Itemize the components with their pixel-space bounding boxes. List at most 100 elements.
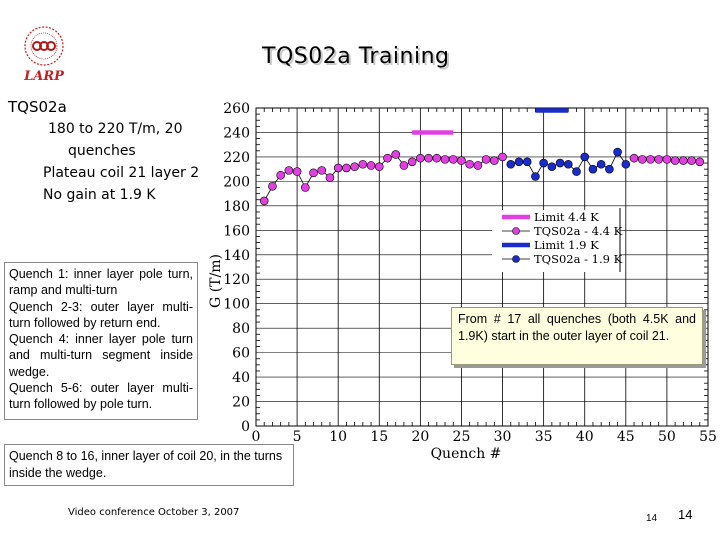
x-tick-label: 55 [699, 429, 717, 445]
quench-note: Quench 4: inner layer pole turn and mult… [9, 332, 193, 379]
x-tick-label: 15 [370, 429, 388, 445]
summary-heading: TQS02a [8, 98, 67, 116]
x-tick-label: 35 [535, 429, 553, 445]
data-point [399, 161, 409, 170]
data-point [539, 158, 548, 168]
data-point [621, 159, 631, 169]
training-chart: 0 5 10 15 20 25 30 35 40 45 50 55 0 20 40 60 80 100 120 140… [208, 101, 717, 462]
x-tick-label: 25 [453, 429, 471, 445]
data-point [268, 181, 277, 191]
x-axis-label: Quench # [431, 446, 502, 462]
page-number: 14 [678, 507, 693, 522]
data-point [259, 196, 269, 206]
data-point [687, 156, 696, 165]
footer-text: Video conference October 3, 2007 [68, 507, 240, 518]
data-point [637, 155, 647, 164]
data-point [555, 158, 565, 168]
data-point [646, 155, 655, 164]
quench-note: Quench 1: inner layer pole turn, ramp an… [9, 267, 193, 298]
y-axis-label: G (T/m) [208, 254, 224, 308]
x-tick-label: 30 [494, 429, 512, 445]
data-point [563, 159, 573, 169]
x-tick-label: 0 [252, 429, 261, 445]
x-tick-label: 20 [411, 429, 429, 445]
data-point [301, 183, 310, 192]
legend-label: Limit 1.9 K [534, 238, 599, 252]
x-tick-label: 5 [293, 429, 302, 445]
data-point [654, 155, 663, 164]
legend-swatch-point [512, 255, 520, 263]
data-point [407, 157, 417, 167]
data-point [506, 159, 516, 169]
chart-marks [259, 108, 705, 206]
summary-text: TQS02a 180 to 220 T/m, 20 quenches Plate… [8, 96, 248, 206]
summary-line-3: No gain at 1.9 K [43, 187, 156, 203]
x-tick-label: 10 [329, 429, 347, 445]
y-tick-label: 200 [223, 174, 250, 190]
data-point [498, 152, 507, 162]
data-point [490, 156, 499, 165]
data-point [325, 173, 335, 183]
data-point [465, 159, 474, 169]
slide-title: TQS02a Training [262, 44, 450, 69]
y-tick-label: 260 [223, 101, 250, 117]
legend-label: TQS02a - 4.4 K [534, 224, 623, 238]
y-tick-label: 40 [232, 370, 250, 386]
y-tick-label: 20 [232, 395, 250, 411]
data-point [424, 153, 433, 163]
summary-line-2: Plateau coil 21 layer 2 [43, 165, 200, 181]
y-tick-label: 80 [232, 321, 250, 337]
legend-label: Limit 4.4 K [534, 210, 599, 224]
summary-line-1b: quenches [68, 143, 136, 159]
data-point [457, 156, 466, 165]
y-tick-label: 180 [223, 199, 250, 215]
data-point [416, 153, 425, 163]
data-point [531, 172, 540, 181]
data-point [679, 156, 688, 165]
data-point [333, 163, 343, 173]
data-point [580, 152, 590, 162]
data-point [448, 155, 458, 164]
data-point [662, 155, 672, 164]
legend-label: TQS02a - 1.9 K [534, 252, 623, 266]
y-tick-label: 0 [241, 419, 250, 435]
data-point [547, 162, 557, 172]
x-tick-label: 50 [658, 429, 676, 445]
data-point [596, 159, 606, 169]
data-point [514, 157, 524, 167]
data-point [605, 164, 614, 174]
chart-ticks: 0 5 10 15 20 25 30 35 40 45 50 55 0 20 40 60 80 100 120 140… [223, 101, 717, 445]
data-point [481, 155, 491, 164]
data-point [276, 170, 285, 180]
quench-note: Quench 5-6: outer layer multi-turn follo… [9, 381, 193, 412]
legend-swatch-point [512, 227, 520, 235]
x-tick-label: 40 [576, 429, 594, 445]
logo-text: LARP [23, 69, 65, 84]
y-tick-label: 120 [223, 272, 250, 288]
x-tick-label: 45 [617, 429, 635, 445]
data-point [670, 156, 680, 165]
data-point [374, 162, 384, 172]
data-point [342, 163, 351, 173]
data-point [383, 153, 392, 163]
data-point [572, 167, 581, 176]
data-point [284, 166, 294, 175]
callout-note: From # 17 all quenches (both 4.5K and 1.… [451, 307, 703, 365]
data-point [432, 153, 442, 163]
data-point [366, 161, 376, 170]
data-point [588, 164, 598, 174]
data-point [350, 162, 359, 172]
data-point [473, 161, 483, 170]
y-tick-label: 140 [223, 248, 250, 264]
quench-notes-box: Quench 1: inner layer pole turn, ramp an… [4, 262, 198, 420]
data-point [629, 153, 639, 163]
data-point [358, 159, 368, 169]
data-point [292, 167, 302, 176]
y-tick-label: 220 [223, 150, 250, 166]
y-tick-label: 240 [223, 125, 250, 141]
data-point [522, 157, 532, 167]
summary-line-1: 180 to 220 T/m, 20 [48, 121, 183, 137]
data-point [613, 147, 622, 157]
data-point [317, 166, 327, 175]
